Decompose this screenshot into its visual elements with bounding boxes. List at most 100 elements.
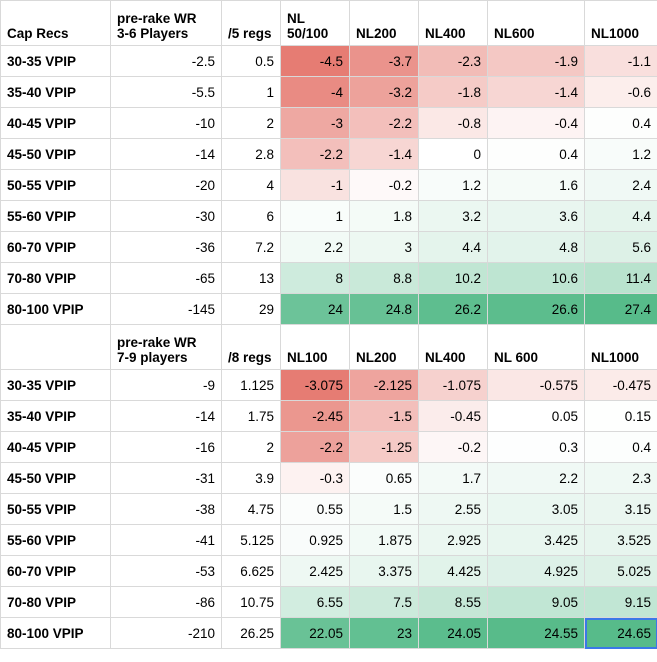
- stake-value-cell[interactable]: 0.925: [280, 524, 350, 556]
- regs-cell[interactable]: 4.75: [221, 493, 281, 525]
- stake-value-cell[interactable]: 4.925: [487, 555, 585, 587]
- winrate-cell[interactable]: -14: [110, 400, 222, 432]
- row-label-cell[interactable]: 30-35 VPIP: [0, 45, 111, 77]
- regs-cell[interactable]: 6.625: [221, 555, 281, 587]
- regs-cell[interactable]: 4: [221, 169, 281, 201]
- stake-value-cell[interactable]: 0.4: [584, 107, 657, 139]
- stake-value-cell[interactable]: 7.5: [349, 586, 419, 618]
- stake-value-cell[interactable]: -1.1: [584, 45, 657, 77]
- stake-value-cell[interactable]: 3: [349, 231, 419, 263]
- row-label-cell[interactable]: 80-100 VPIP: [0, 293, 111, 325]
- row-label-cell[interactable]: 45-50 VPIP: [0, 462, 111, 494]
- column-header[interactable]: NL1000: [584, 324, 657, 370]
- stake-value-cell[interactable]: -2.2: [280, 138, 350, 170]
- stake-value-cell[interactable]: -0.475: [584, 369, 657, 401]
- stake-value-cell[interactable]: 0.3: [487, 431, 585, 463]
- stake-value-cell[interactable]: 3.2: [418, 200, 488, 232]
- stake-value-cell[interactable]: 2.2: [487, 462, 585, 494]
- stake-value-cell[interactable]: 24.8: [349, 293, 419, 325]
- stake-value-cell[interactable]: 4.8: [487, 231, 585, 263]
- stake-value-cell[interactable]: -0.6: [584, 76, 657, 108]
- row-label-cell[interactable]: 40-45 VPIP: [0, 431, 111, 463]
- regs-cell[interactable]: 5.125: [221, 524, 281, 556]
- stake-value-cell[interactable]: -1.5: [349, 400, 419, 432]
- stake-value-cell[interactable]: 1.5: [349, 493, 419, 525]
- column-header[interactable]: NL 50/100: [280, 0, 350, 46]
- stake-value-cell[interactable]: -1.075: [418, 369, 488, 401]
- column-header[interactable]: NL400: [418, 0, 488, 46]
- stake-value-cell[interactable]: 2.425: [280, 555, 350, 587]
- winrate-cell[interactable]: -5.5: [110, 76, 222, 108]
- stake-value-cell[interactable]: -1: [280, 169, 350, 201]
- row-label-cell[interactable]: 50-55 VPIP: [0, 493, 111, 525]
- stake-value-cell[interactable]: -3.2: [349, 76, 419, 108]
- stake-value-cell[interactable]: 1.2: [584, 138, 657, 170]
- winrate-cell[interactable]: -20: [110, 169, 222, 201]
- stake-value-cell[interactable]: -0.2: [418, 431, 488, 463]
- regs-cell[interactable]: 1.75: [221, 400, 281, 432]
- row-label-cell[interactable]: 30-35 VPIP: [0, 369, 111, 401]
- stake-value-cell[interactable]: 10.6: [487, 262, 585, 294]
- stake-value-cell[interactable]: 8: [280, 262, 350, 294]
- winrate-cell[interactable]: -30: [110, 200, 222, 232]
- row-label-cell[interactable]: 50-55 VPIP: [0, 169, 111, 201]
- winrate-cell[interactable]: -10: [110, 107, 222, 139]
- column-header[interactable]: /5 regs: [221, 0, 281, 46]
- stake-value-cell[interactable]: 0.65: [349, 462, 419, 494]
- stake-value-cell[interactable]: 2.3: [584, 462, 657, 494]
- row-label-cell[interactable]: 35-40 VPIP: [0, 400, 111, 432]
- stake-value-cell[interactable]: 0.4: [487, 138, 585, 170]
- row-label-cell[interactable]: 80-100 VPIP: [0, 617, 111, 649]
- row-label-cell[interactable]: 35-40 VPIP: [0, 76, 111, 108]
- stake-value-cell[interactable]: 9.05: [487, 586, 585, 618]
- stake-value-cell[interactable]: 3.15: [584, 493, 657, 525]
- stake-value-cell[interactable]: -1.8: [418, 76, 488, 108]
- stake-value-cell[interactable]: 5.6: [584, 231, 657, 263]
- stake-value-cell[interactable]: -1.4: [487, 76, 585, 108]
- stake-value-cell[interactable]: 24.55: [487, 617, 585, 649]
- column-header[interactable]: NL400: [418, 324, 488, 370]
- winrate-cell[interactable]: -14: [110, 138, 222, 170]
- regs-cell[interactable]: 0.5: [221, 45, 281, 77]
- regs-cell[interactable]: 13: [221, 262, 281, 294]
- winrate-cell[interactable]: -210: [110, 617, 222, 649]
- stake-value-cell[interactable]: 26.2: [418, 293, 488, 325]
- winrate-cell[interactable]: -9: [110, 369, 222, 401]
- row-label-cell[interactable]: 40-45 VPIP: [0, 107, 111, 139]
- stake-value-cell[interactable]: 4.4: [418, 231, 488, 263]
- stake-value-cell[interactable]: 1.6: [487, 169, 585, 201]
- stake-value-cell[interactable]: 11.4: [584, 262, 657, 294]
- stake-value-cell[interactable]: -0.2: [349, 169, 419, 201]
- winrate-cell[interactable]: -38: [110, 493, 222, 525]
- regs-cell[interactable]: 3.9: [221, 462, 281, 494]
- winrate-cell[interactable]: -53: [110, 555, 222, 587]
- stake-value-cell[interactable]: -0.4: [487, 107, 585, 139]
- row-label-cell[interactable]: 55-60 VPIP: [0, 200, 111, 232]
- column-header[interactable]: pre-rake WR 7-9 players: [110, 324, 222, 370]
- column-header[interactable]: [0, 324, 111, 370]
- stake-value-cell[interactable]: 26.6: [487, 293, 585, 325]
- row-label-cell[interactable]: 70-80 VPIP: [0, 586, 111, 618]
- column-header[interactable]: NL200: [349, 0, 419, 46]
- stake-value-cell[interactable]: 24.05: [418, 617, 488, 649]
- stake-value-cell[interactable]: 3.6: [487, 200, 585, 232]
- stake-value-cell[interactable]: 2.55: [418, 493, 488, 525]
- winrate-cell[interactable]: -31: [110, 462, 222, 494]
- winrate-cell[interactable]: -65: [110, 262, 222, 294]
- stake-value-cell[interactable]: 23: [349, 617, 419, 649]
- row-label-cell[interactable]: 70-80 VPIP: [0, 262, 111, 294]
- winrate-cell[interactable]: -41: [110, 524, 222, 556]
- stake-value-cell[interactable]: 9.15: [584, 586, 657, 618]
- stake-value-cell[interactable]: 0.05: [487, 400, 585, 432]
- stake-value-cell[interactable]: 8.55: [418, 586, 488, 618]
- stake-value-cell[interactable]: -0.3: [280, 462, 350, 494]
- stake-value-cell[interactable]: -3.7: [349, 45, 419, 77]
- stake-value-cell[interactable]: 24: [280, 293, 350, 325]
- stake-value-cell[interactable]: 0: [418, 138, 488, 170]
- stake-value-cell[interactable]: -3: [280, 107, 350, 139]
- regs-cell[interactable]: 29: [221, 293, 281, 325]
- stake-value-cell[interactable]: 6.55: [280, 586, 350, 618]
- stake-value-cell[interactable]: -4: [280, 76, 350, 108]
- column-header[interactable]: NL600: [487, 0, 585, 46]
- stake-value-cell[interactable]: 3.05: [487, 493, 585, 525]
